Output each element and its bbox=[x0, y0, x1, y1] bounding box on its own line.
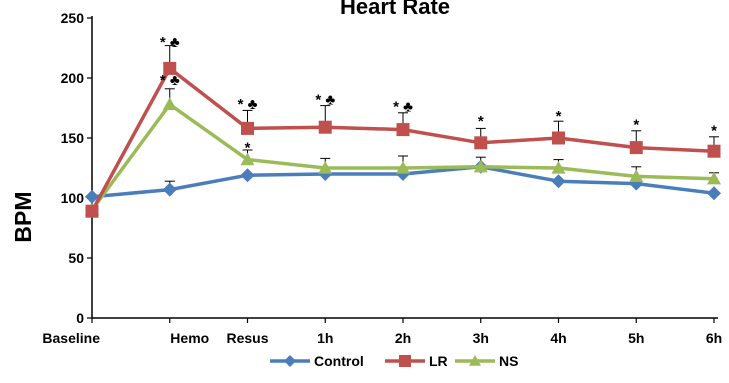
series-control bbox=[85, 159, 721, 204]
x-tick-label: 2h bbox=[395, 330, 411, 346]
y-tick-label: 200 bbox=[61, 70, 85, 86]
data-point bbox=[85, 204, 99, 218]
data-point bbox=[162, 182, 177, 197]
legend-swatch-marker bbox=[469, 355, 481, 366]
series-line-lr bbox=[90, 66, 715, 213]
y-tick-label: 250 bbox=[61, 10, 85, 26]
data-point bbox=[240, 168, 255, 183]
data-point bbox=[707, 171, 721, 185]
series-layer bbox=[85, 45, 721, 218]
legend-label: Control bbox=[314, 353, 364, 369]
significance-marker: * ♣ bbox=[315, 91, 335, 108]
legend-item-control: Control bbox=[270, 353, 364, 369]
significance-marker: * bbox=[633, 117, 639, 134]
data-point bbox=[241, 121, 254, 135]
y-tick-label: 100 bbox=[61, 190, 85, 206]
significance-marker: * ♣ bbox=[238, 96, 258, 113]
axes bbox=[91, 16, 718, 319]
legend: Control LR NS bbox=[270, 353, 518, 369]
significance-marker: * ♣ bbox=[160, 72, 180, 89]
data-point bbox=[473, 159, 488, 173]
series-lr bbox=[85, 45, 721, 218]
data-point bbox=[552, 131, 565, 145]
x-tick-label: Resus bbox=[226, 330, 268, 346]
legend-item-ns: NS bbox=[455, 353, 518, 369]
data-point bbox=[162, 97, 177, 110]
x-ticks: Baseline Hemo Resus 1h 2h 3h 4h 5h 6h bbox=[42, 318, 722, 346]
significance-marker: * bbox=[478, 113, 484, 130]
chart-title: Heart Rate bbox=[340, 0, 450, 19]
legend-label: LR bbox=[429, 353, 448, 369]
y-ticks: 0 50 100 150 200 250 bbox=[61, 10, 92, 326]
data-point bbox=[240, 152, 255, 166]
x-tick-label: Hemo bbox=[170, 330, 209, 346]
data-point bbox=[551, 174, 566, 189]
data-point bbox=[163, 61, 177, 75]
x-tick-label: 1h bbox=[317, 330, 333, 346]
y-axis-label: BPM bbox=[10, 191, 36, 242]
significance-marker: * ♣ bbox=[393, 99, 413, 116]
x-tick-label: 4h bbox=[550, 330, 566, 346]
legend-swatch-marker bbox=[399, 355, 411, 367]
data-point bbox=[474, 136, 488, 150]
x-tick-label: 5h bbox=[628, 330, 644, 346]
annotations: * ♣ * ♣ * ♣ * * ♣ * ♣ * * * * bbox=[160, 34, 717, 157]
significance-marker: * ♣ bbox=[160, 34, 180, 51]
data-point bbox=[318, 120, 332, 134]
x-tick-label: 3h bbox=[473, 330, 489, 346]
data-point bbox=[85, 189, 99, 204]
data-point bbox=[707, 144, 721, 158]
x-tick-label: 6h bbox=[706, 330, 722, 346]
legend-swatch-marker bbox=[284, 355, 296, 367]
x-tick-label: Baseline bbox=[42, 330, 100, 346]
data-point bbox=[629, 141, 643, 155]
y-tick-label: 0 bbox=[76, 310, 84, 326]
data-point bbox=[318, 161, 333, 174]
legend-item-lr: LR bbox=[385, 353, 448, 369]
data-point bbox=[551, 161, 566, 174]
series-ns bbox=[85, 88, 721, 216]
data-point bbox=[396, 123, 410, 137]
significance-marker: * bbox=[245, 139, 251, 156]
y-tick-label: 50 bbox=[68, 250, 84, 266]
data-point bbox=[629, 169, 644, 182]
y-tick-label: 150 bbox=[61, 130, 85, 146]
significance-marker: * bbox=[711, 123, 717, 140]
data-point bbox=[396, 161, 410, 174]
data-point bbox=[707, 186, 721, 201]
significance-marker: * bbox=[556, 108, 562, 125]
legend-label: NS bbox=[499, 353, 518, 369]
